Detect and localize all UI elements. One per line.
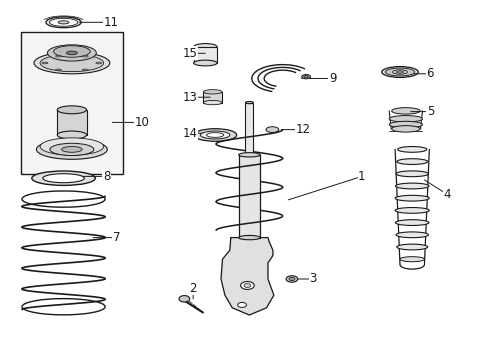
Ellipse shape	[285, 276, 297, 282]
Text: 4: 4	[443, 188, 450, 201]
Text: 13: 13	[182, 91, 197, 104]
Ellipse shape	[397, 147, 426, 152]
Text: 10: 10	[134, 116, 149, 129]
Ellipse shape	[304, 76, 307, 78]
Ellipse shape	[381, 67, 418, 77]
Ellipse shape	[394, 207, 428, 213]
Text: 8: 8	[102, 170, 110, 183]
Ellipse shape	[301, 75, 310, 79]
Ellipse shape	[391, 108, 419, 114]
Ellipse shape	[34, 52, 109, 74]
Ellipse shape	[394, 195, 428, 201]
Ellipse shape	[395, 71, 403, 73]
Ellipse shape	[42, 62, 48, 64]
Text: 2: 2	[189, 282, 197, 294]
Ellipse shape	[265, 127, 278, 132]
Ellipse shape	[388, 116, 422, 122]
Ellipse shape	[53, 46, 90, 57]
Ellipse shape	[61, 147, 82, 152]
Ellipse shape	[392, 70, 407, 74]
Ellipse shape	[203, 90, 222, 94]
Ellipse shape	[57, 106, 86, 114]
Bar	[245, 103, 253, 155]
Bar	[20, 32, 123, 174]
Ellipse shape	[55, 55, 61, 57]
Ellipse shape	[395, 232, 427, 238]
Text: 5: 5	[426, 105, 433, 118]
Ellipse shape	[58, 21, 69, 24]
Ellipse shape	[203, 100, 222, 105]
Text: 3: 3	[308, 273, 316, 285]
Ellipse shape	[206, 132, 223, 137]
Ellipse shape	[49, 18, 78, 26]
Ellipse shape	[193, 129, 236, 141]
Ellipse shape	[40, 54, 103, 72]
Text: 1: 1	[357, 170, 365, 183]
Ellipse shape	[200, 131, 229, 139]
Ellipse shape	[395, 183, 428, 189]
Text: 7: 7	[112, 231, 120, 244]
Ellipse shape	[43, 174, 84, 183]
Ellipse shape	[396, 159, 427, 165]
Ellipse shape	[193, 60, 217, 66]
Ellipse shape	[193, 44, 217, 50]
Ellipse shape	[46, 17, 81, 28]
Ellipse shape	[245, 102, 253, 104]
Ellipse shape	[238, 153, 260, 157]
Ellipse shape	[388, 121, 422, 128]
Ellipse shape	[36, 139, 107, 159]
Ellipse shape	[57, 131, 86, 139]
Ellipse shape	[66, 51, 77, 55]
Ellipse shape	[96, 62, 102, 64]
Ellipse shape	[82, 55, 88, 57]
Ellipse shape	[237, 302, 246, 307]
Text: 6: 6	[426, 67, 433, 80]
Ellipse shape	[179, 296, 189, 302]
Text: 9: 9	[328, 72, 336, 85]
Ellipse shape	[396, 244, 427, 250]
Ellipse shape	[47, 45, 96, 61]
Ellipse shape	[55, 69, 61, 71]
Text: 14: 14	[182, 127, 197, 140]
Ellipse shape	[238, 235, 260, 240]
Bar	[203, 92, 222, 103]
Ellipse shape	[395, 220, 428, 225]
Text: 12: 12	[295, 123, 310, 136]
Ellipse shape	[391, 126, 419, 132]
Ellipse shape	[385, 68, 414, 76]
Ellipse shape	[399, 257, 424, 262]
Ellipse shape	[240, 282, 254, 289]
Ellipse shape	[40, 138, 103, 155]
Text: 15: 15	[182, 47, 197, 60]
Ellipse shape	[288, 277, 294, 281]
Ellipse shape	[395, 171, 427, 177]
Bar	[238, 155, 260, 238]
Ellipse shape	[50, 143, 94, 156]
Bar	[57, 110, 86, 135]
Ellipse shape	[244, 284, 250, 287]
Ellipse shape	[32, 171, 95, 185]
Bar	[193, 47, 217, 63]
Ellipse shape	[82, 69, 88, 71]
Polygon shape	[221, 238, 273, 315]
Text: 11: 11	[104, 16, 119, 29]
